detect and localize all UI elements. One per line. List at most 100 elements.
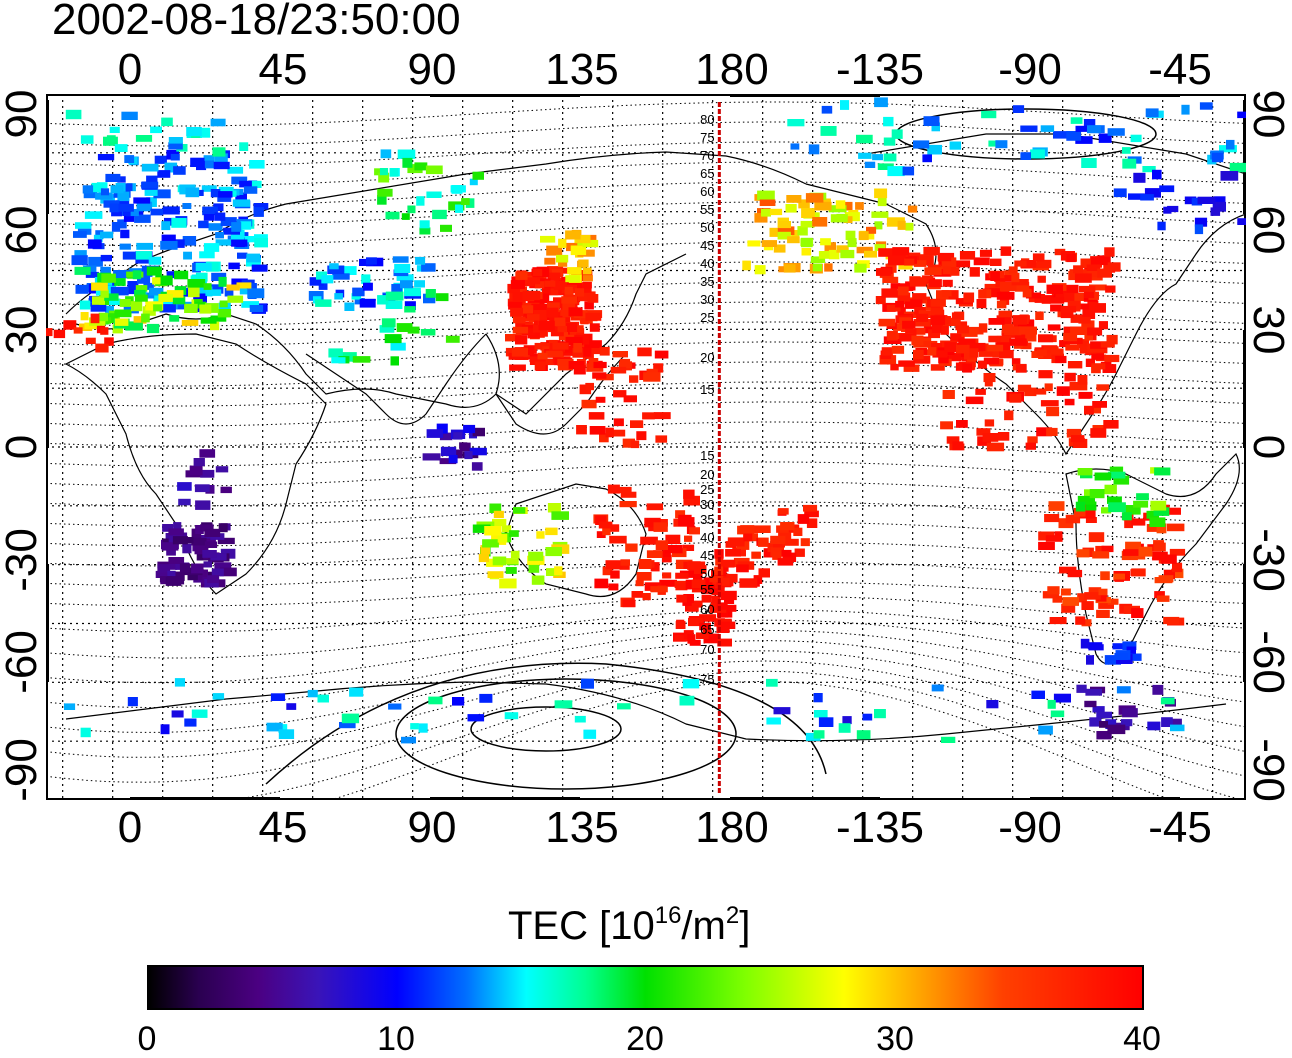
- tec-patch: [814, 710, 828, 718]
- colorbar-tick: 10: [377, 1020, 415, 1058]
- tec-patch: [916, 313, 929, 322]
- tec-patch: [650, 586, 668, 593]
- tec-patch: [887, 166, 905, 177]
- tec-patch: [1142, 166, 1156, 173]
- tec-patch: [717, 608, 729, 618]
- tec-patch: [565, 280, 583, 289]
- tec-patch: [905, 328, 917, 337]
- tec-patch: [487, 571, 504, 578]
- tec-patch: [1054, 248, 1066, 256]
- tec-patch: [997, 432, 1010, 441]
- colorbar-tick: 30: [876, 1020, 914, 1058]
- tec-patch: [592, 372, 607, 379]
- tec-patch: [414, 162, 428, 171]
- tec-patch: [545, 527, 558, 536]
- tec-patch: [969, 267, 980, 277]
- tec-patch: [982, 433, 999, 442]
- tec-patch: [544, 257, 556, 265]
- tec-patch: [753, 525, 771, 533]
- tec-patch: [1152, 169, 1162, 180]
- tec-patch: [913, 319, 932, 327]
- tec-patch: [812, 217, 828, 227]
- tec-patch: [241, 301, 259, 308]
- tec-patch: [1076, 549, 1090, 558]
- tec-patch: [1096, 384, 1110, 391]
- tec-patch: [619, 501, 637, 508]
- tec-patch: [930, 315, 946, 325]
- tec-patch: [1038, 725, 1053, 735]
- lon-label-top: 0: [117, 45, 143, 94]
- tec-patch: [1036, 349, 1047, 356]
- tec-patch: [805, 193, 824, 203]
- tec-patch: [509, 364, 526, 371]
- tec-patch: [1090, 257, 1108, 266]
- tec-patch: [105, 173, 121, 182]
- tec-patch: [492, 556, 507, 566]
- tec-patch: [903, 364, 920, 372]
- tec-patch: [554, 700, 573, 709]
- tec-patch: [84, 211, 103, 219]
- tec-patch: [1104, 247, 1115, 257]
- tec-patch: [451, 185, 463, 194]
- tec-patch: [904, 299, 923, 309]
- tec-patch: [932, 350, 948, 358]
- tec-patch: [235, 192, 247, 201]
- tec-patch: [1075, 125, 1088, 132]
- tec-patch: [1055, 355, 1067, 364]
- lon-label-bottom: 180: [695, 803, 769, 852]
- tec-patch: [199, 449, 216, 458]
- tec-patch: [1014, 260, 1027, 267]
- tec-patch: [757, 190, 775, 201]
- tec-patch: [339, 266, 357, 275]
- tec-patch: [1045, 535, 1063, 542]
- tec-patch: [785, 204, 797, 213]
- tec-patch: [586, 347, 602, 355]
- tec-patch: [1107, 496, 1122, 504]
- tec-patch: [101, 285, 117, 292]
- tec-patch: [419, 220, 430, 229]
- tec-patch: [847, 238, 857, 248]
- tec-patch: [73, 231, 87, 238]
- tec-patch: [878, 248, 893, 257]
- tec-patch: [598, 521, 613, 529]
- tec-patch: [897, 292, 911, 302]
- tec-patch: [339, 722, 356, 729]
- tec-patch: [467, 714, 485, 722]
- tec-patch: [858, 231, 869, 241]
- tec-patch: [1091, 352, 1105, 360]
- tec-patch: [1069, 292, 1088, 301]
- tec-patch: [218, 276, 227, 287]
- tec-patch: [120, 229, 130, 239]
- meridian-lat-label: 55: [700, 582, 714, 597]
- tec-patch: [150, 126, 162, 134]
- tec-patch: [1213, 196, 1226, 205]
- tec-patch: [994, 275, 1012, 282]
- tec-patch: [1122, 158, 1137, 169]
- tec-patch: [988, 140, 1002, 147]
- tec-patch: [1237, 218, 1246, 225]
- tec-patch: [207, 575, 220, 584]
- tec-patch: [1146, 524, 1159, 532]
- tec-patch: [931, 684, 944, 692]
- tec-patch: [930, 299, 946, 307]
- meridian-lat-label: 50: [700, 220, 714, 235]
- tec-patch: [377, 195, 387, 205]
- tec-patch: [188, 287, 200, 298]
- tec-patch: [554, 566, 563, 576]
- tec-patch: [1084, 700, 1097, 708]
- tec-patch: [565, 275, 580, 283]
- tec-patch: [631, 591, 644, 598]
- tec-patch: [996, 291, 1015, 300]
- tec-patch: [161, 221, 171, 231]
- tec-patch: [1133, 172, 1146, 183]
- tec-patch: [1070, 117, 1083, 124]
- tec-patch: [1071, 435, 1085, 443]
- tec-patch: [600, 348, 610, 355]
- tec-patch: [381, 318, 396, 328]
- tec-patch: [1109, 466, 1124, 475]
- tec-patch: [172, 296, 186, 305]
- tec-patch: [385, 291, 404, 301]
- tec-patch: [519, 277, 533, 284]
- tec-patch: [193, 458, 205, 467]
- tec-patch: [1092, 706, 1105, 713]
